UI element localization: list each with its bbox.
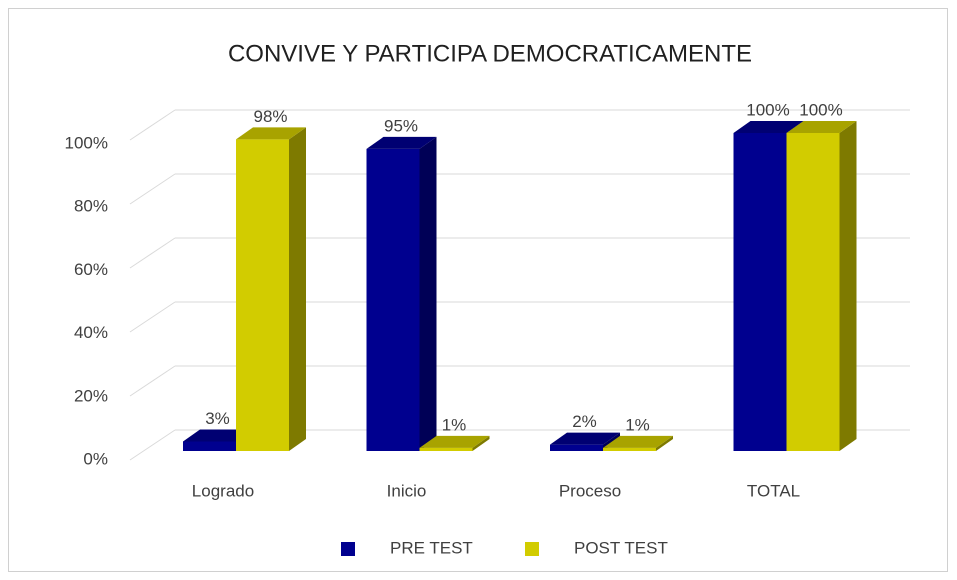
grid-line-side xyxy=(129,301,176,333)
bar-top xyxy=(786,121,857,133)
grid-line-side xyxy=(129,109,176,141)
bar-top xyxy=(419,435,490,448)
bar xyxy=(366,136,437,451)
bar-side xyxy=(419,136,437,451)
bar-top xyxy=(366,136,437,149)
grid-line-side xyxy=(129,237,176,269)
bar xyxy=(786,121,857,451)
bar-top xyxy=(236,127,306,140)
data-label: 1% xyxy=(442,415,467,434)
bar xyxy=(236,127,306,452)
bar-front xyxy=(603,447,656,451)
x-tick-label: Logrado xyxy=(192,481,254,500)
bar-front xyxy=(419,447,473,451)
bar xyxy=(419,435,490,451)
bar-front xyxy=(183,441,236,451)
data-label: 3% xyxy=(205,409,230,428)
legend-swatch xyxy=(341,542,355,556)
data-label: 1% xyxy=(625,415,650,434)
bar-side xyxy=(472,435,490,451)
data-label: 100% xyxy=(799,100,842,119)
data-label: 95% xyxy=(384,116,418,135)
data-label: 2% xyxy=(572,412,597,431)
data-label: 100% xyxy=(746,100,789,119)
bar-front xyxy=(236,139,289,452)
x-tick-label: Proceso xyxy=(559,481,621,500)
bar-front xyxy=(366,148,420,451)
data-label: 98% xyxy=(253,107,287,126)
y-tick-label: 20% xyxy=(74,386,108,405)
legend-label: POST TEST xyxy=(574,538,668,557)
grid-line-side xyxy=(129,173,176,205)
bar-side xyxy=(656,435,673,451)
grid-line-side xyxy=(129,365,176,397)
bar-top xyxy=(603,435,673,448)
bar-front xyxy=(550,444,603,451)
y-tick-label: 0% xyxy=(83,449,108,468)
y-tick-label: 60% xyxy=(74,260,108,279)
x-tick-label: TOTAL xyxy=(747,481,800,500)
legend-swatch xyxy=(525,542,539,556)
bar-top xyxy=(550,432,620,445)
bar-top xyxy=(733,121,804,133)
y-tick-label: 100% xyxy=(65,133,108,152)
bar-front xyxy=(786,133,840,451)
bar-side xyxy=(839,121,857,451)
y-tick-label: 40% xyxy=(74,323,108,342)
bar-top xyxy=(183,429,253,442)
bar-front xyxy=(733,133,787,451)
bar xyxy=(603,435,673,451)
y-tick-label: 80% xyxy=(74,197,108,216)
grid-line-side xyxy=(129,429,176,461)
chart-title: CONVIVE Y PARTICIPA DEMOCRATICAMENTE xyxy=(228,40,752,67)
legend-label: PRE TEST xyxy=(390,538,473,557)
x-tick-label: Inicio xyxy=(387,481,427,500)
bar-side xyxy=(289,127,306,452)
